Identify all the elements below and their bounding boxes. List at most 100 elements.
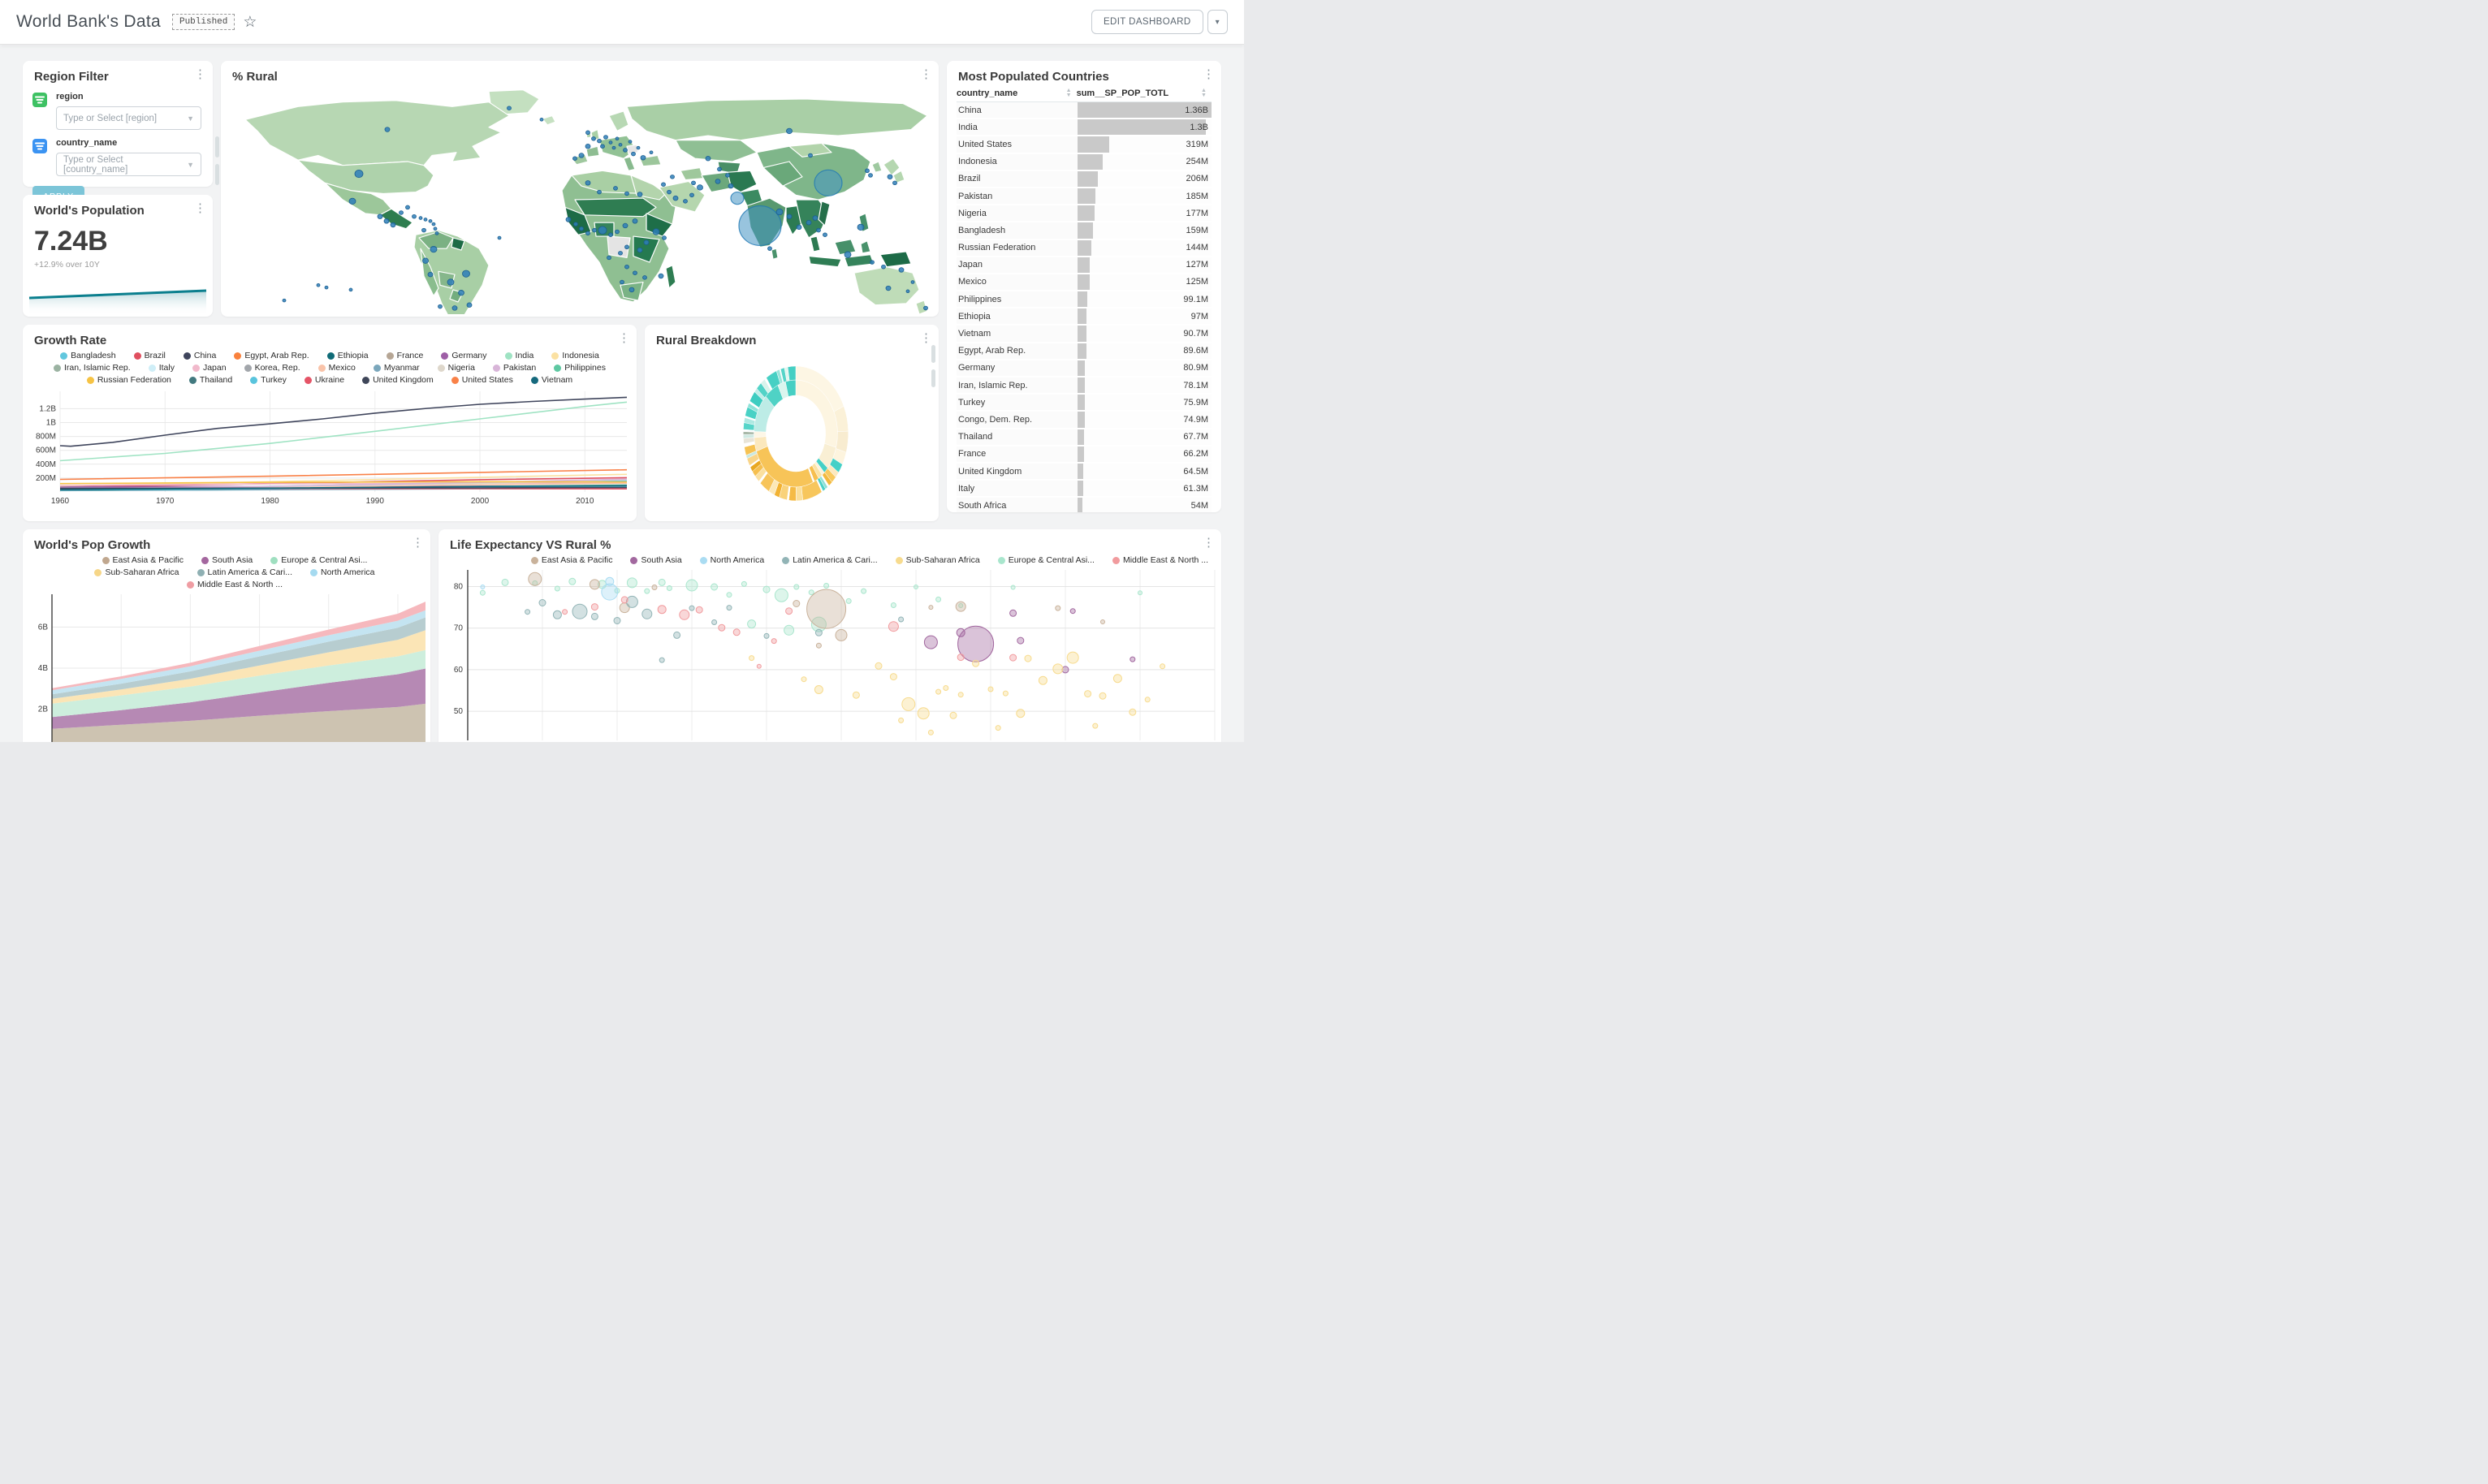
legend-item[interactable]: India xyxy=(504,351,533,360)
filter-label: region xyxy=(56,92,84,101)
legend-item[interactable]: Turkey xyxy=(250,375,287,385)
value-bar xyxy=(1077,412,1085,428)
kebab-menu-icon[interactable]: ⋮ xyxy=(194,201,206,215)
legend-item[interactable]: Mexico xyxy=(317,363,356,373)
kebab-menu-icon[interactable]: ⋮ xyxy=(920,331,932,345)
legend-item[interactable]: Ukraine xyxy=(304,375,344,385)
legend-item[interactable]: Vietnam xyxy=(530,375,572,385)
legend-item[interactable]: Sub-Saharan Africa xyxy=(94,567,179,577)
legend-item[interactable]: Nigeria xyxy=(437,363,475,373)
column-header-country[interactable]: country_name ▲ ▼ xyxy=(957,88,1072,98)
legend-item[interactable]: Ethiopia xyxy=(326,351,369,360)
legend-label: Latin America & Cari... xyxy=(793,555,878,565)
table-row: Egypt, Arab Rep. 89.6M xyxy=(957,343,1212,360)
legend-item[interactable]: Iran, Islamic Rep. xyxy=(54,363,131,373)
legend-item[interactable]: Middle East & North ... xyxy=(1112,555,1208,565)
kebab-menu-icon[interactable]: ⋮ xyxy=(1203,67,1215,81)
legend-swatch xyxy=(133,352,141,360)
edit-dashboard-button[interactable]: EDIT DASHBOARD xyxy=(1091,10,1203,34)
legend-label: Korea, Rep. xyxy=(254,363,300,373)
legend-item[interactable]: North America xyxy=(699,555,764,565)
legend-swatch xyxy=(386,352,394,360)
table-row: Japan 127M xyxy=(957,257,1212,274)
filter-select-country_name[interactable]: Type or Select [country_name] ▼ xyxy=(56,153,201,176)
scrollbar[interactable] xyxy=(931,369,935,387)
legend-swatch xyxy=(197,568,205,576)
kebab-menu-icon[interactable]: ⋮ xyxy=(920,67,932,81)
legend-swatch xyxy=(437,364,445,372)
legend-item[interactable]: Bangladesh xyxy=(60,351,116,360)
legend-swatch xyxy=(188,376,197,384)
legend-item[interactable]: Indonesia xyxy=(551,351,599,360)
most-populated-card: Most Populated Countries ⋮ country_name … xyxy=(947,61,1221,512)
legend-item[interactable]: Egypt, Arab Rep. xyxy=(234,351,309,360)
legend-item[interactable]: Korea, Rep. xyxy=(244,363,300,373)
legend-label: South Asia xyxy=(641,555,682,565)
legend-item[interactable]: Italy xyxy=(148,363,175,373)
legend-swatch xyxy=(201,556,209,564)
filter-icon xyxy=(32,93,47,107)
column-header-value[interactable]: sum__SP_POP_TOTL ▲ ▼ xyxy=(1076,88,1207,98)
legend-item[interactable]: Latin America & Cari... xyxy=(197,567,292,577)
legend-item[interactable]: Russian Federation xyxy=(86,375,171,385)
value-cell: 97M xyxy=(1190,311,1208,321)
value-bar xyxy=(1077,205,1095,222)
kebab-menu-icon[interactable]: ⋮ xyxy=(1203,536,1215,550)
value-cell: 61.3M xyxy=(1183,483,1208,494)
legend-item[interactable]: Philippines xyxy=(554,363,606,373)
chevron-down-icon: ▼ xyxy=(187,114,194,123)
kebab-menu-icon[interactable]: ⋮ xyxy=(194,67,206,81)
legend-item[interactable]: Thailand xyxy=(188,375,232,385)
legend-item[interactable]: Middle East & North ... xyxy=(186,580,283,589)
legend-item[interactable]: Europe & Central Asi... xyxy=(270,555,367,565)
growth-rate-card: Growth Rate ⋮ Bangladesh Brazil China Egypt… xyxy=(23,325,637,521)
table-row: France 66.2M xyxy=(957,446,1212,464)
legend-swatch xyxy=(997,556,1005,564)
legend-item[interactable]: North America xyxy=(310,567,375,577)
filter-select-region[interactable]: Type or Select [region] ▼ xyxy=(56,106,201,130)
legend-item[interactable]: China xyxy=(183,351,216,360)
value-cell: 90.7M xyxy=(1183,329,1208,339)
scrollbar[interactable] xyxy=(215,136,219,157)
table-row: Pakistan 185M xyxy=(957,188,1212,206)
legend-item[interactable]: Europe & Central Asi... xyxy=(997,555,1095,565)
pop-growth-card: World's Pop Growth ⋮ East Asia & Pacific… xyxy=(23,529,430,742)
svg-text:1980: 1980 xyxy=(261,497,279,506)
scrollbar[interactable] xyxy=(215,164,219,185)
legend-item[interactable]: Pakistan xyxy=(492,363,536,373)
legend-item[interactable]: United States xyxy=(451,375,513,385)
favorite-star-icon[interactable]: ☆ xyxy=(243,13,257,31)
published-badge[interactable]: Published xyxy=(171,14,235,30)
legend-item[interactable]: South Asia xyxy=(630,555,682,565)
legend-item[interactable]: Sub-Saharan Africa xyxy=(895,555,980,565)
dashboard-header: World Bank's Data Published ☆ EDIT DASHB… xyxy=(0,0,1244,45)
legend-item[interactable]: Myanmar xyxy=(373,363,420,373)
legend-item[interactable]: Latin America & Cari... xyxy=(782,555,878,565)
legend-item[interactable]: United Kingdom xyxy=(362,375,434,385)
legend-swatch xyxy=(60,352,68,360)
table-row: Iran, Islamic Rep. 78.1M xyxy=(957,377,1212,395)
country-cell: Turkey xyxy=(958,397,986,408)
table-row: Germany 80.9M xyxy=(957,360,1212,377)
dashboard-menu-chevron-button[interactable]: ▾ xyxy=(1207,10,1228,34)
value-bar xyxy=(1077,119,1206,136)
card-title: % Rural xyxy=(232,70,278,84)
growth-rate-chart: 1960 1970 1980 1990 2000 2010 200M 400M 600M 800M… xyxy=(36,391,628,506)
kebab-menu-icon[interactable]: ⋮ xyxy=(412,536,424,550)
legend-item[interactable]: South Asia xyxy=(201,555,253,565)
legend-item[interactable]: Germany xyxy=(441,351,487,360)
svg-text:4B: 4B xyxy=(38,664,49,673)
legend-item[interactable]: Japan xyxy=(192,363,227,373)
page-title: World Bank's Data xyxy=(16,12,161,31)
region-filter-card: Region Filter ⋮ region Type or Select [re… xyxy=(23,61,213,207)
value-cell: 254M xyxy=(1186,157,1208,167)
kebab-menu-icon[interactable]: ⋮ xyxy=(618,331,630,345)
table-row: United States 319M xyxy=(957,136,1212,154)
legend-item[interactable]: France xyxy=(386,351,423,360)
scrollbar[interactable] xyxy=(931,345,935,363)
card-title: Region Filter xyxy=(34,70,109,84)
legend-item[interactable]: East Asia & Pacific xyxy=(102,555,184,565)
legend-item[interactable]: East Asia & Pacific xyxy=(530,555,612,565)
legend-item[interactable]: Brazil xyxy=(133,351,166,360)
chevron-down-icon: ▼ xyxy=(187,160,194,169)
